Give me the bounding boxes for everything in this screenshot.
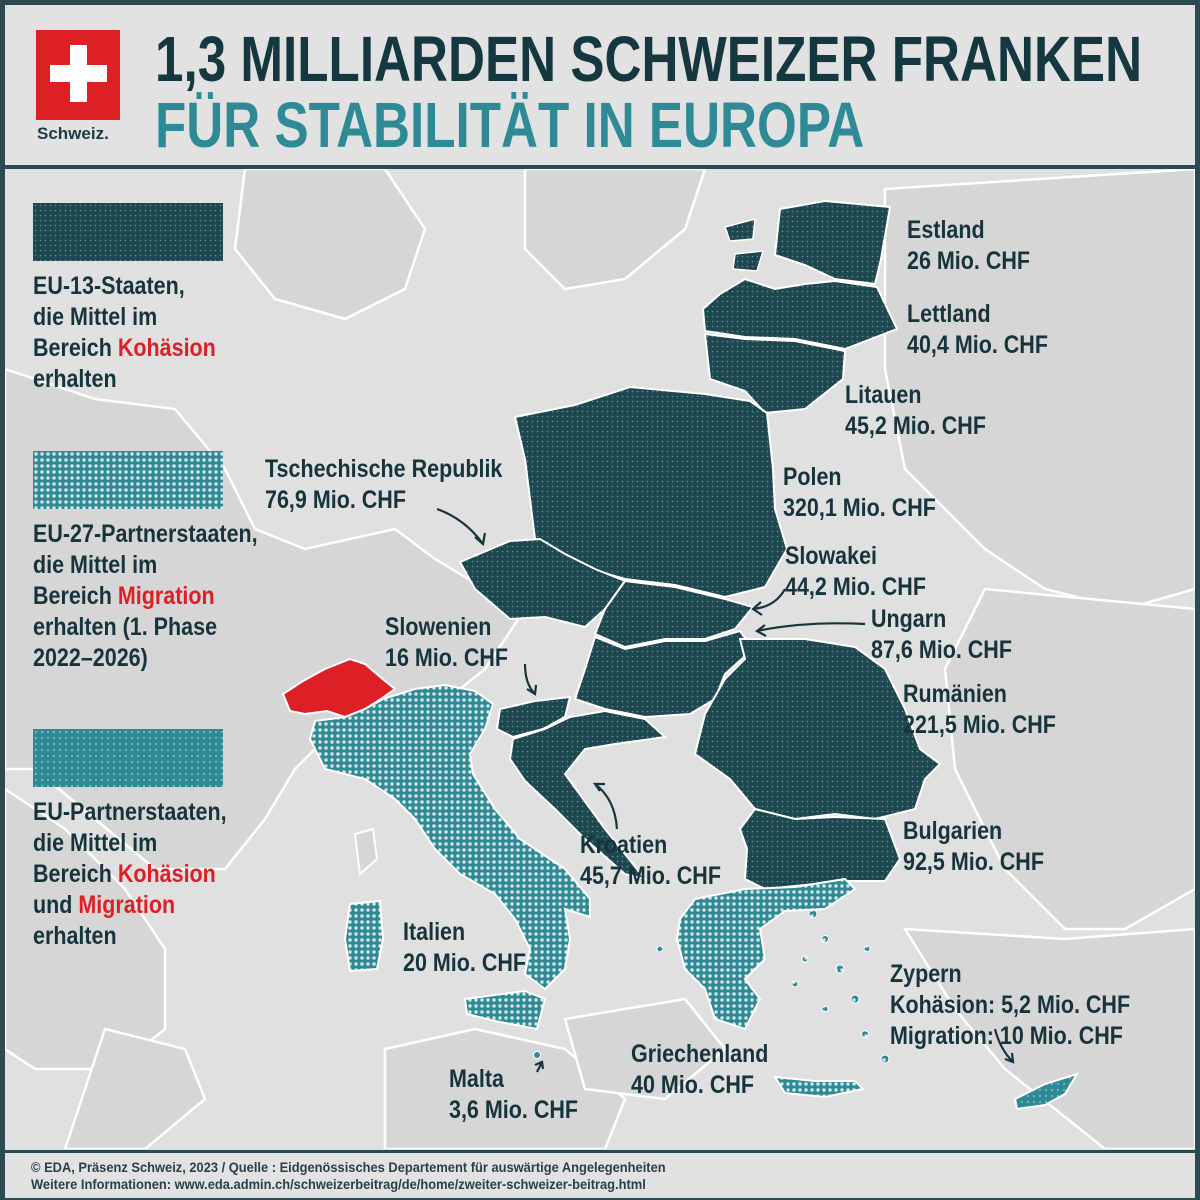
label-arrows — [436, 507, 1015, 1073]
label-malta: Malta 3,6 Mio. CHF — [449, 1065, 579, 1124]
sardinia — [343, 899, 385, 973]
title-line-2: FÜR STABILITÄT IN EUROPA — [155, 89, 865, 161]
logo-text: Schweiz. — [37, 124, 109, 143]
italy — [308, 683, 591, 991]
footer-source: © EDA, Präsenz Schweiz, 2023 / Quelle : … — [31, 1159, 666, 1175]
label-tschechien: Tschechische Republik 76,9 Mio. CHF — [265, 455, 503, 514]
footer-link: Weitere Informationen: www.eda.admin.ch/… — [31, 1176, 646, 1192]
estonia-islands — [724, 217, 765, 272]
greece — [675, 877, 857, 1031]
label-polen: Polen 320,1 Mio. CHF — [783, 463, 936, 522]
malta — [533, 1051, 541, 1059]
label-bulgarien: Bulgarien 92,5 Mio. CHF — [903, 817, 1044, 876]
label-griechenland: Griechenland 40 Mio. CHF — [631, 1040, 769, 1099]
legend-migration-text: EU-27-Partnerstaaten, die Mittel im Bere… — [33, 520, 258, 672]
label-slowenien: Slowenien 16 Mio. CHF — [385, 613, 509, 672]
label-italien: Italien 20 Mio. CHF — [403, 918, 527, 977]
croatia — [508, 709, 668, 881]
title-line-1: 1,3 MILLIARDEN SCHWEIZER FRANKEN — [155, 23, 1143, 95]
map: EU-13-Staaten, die Mittel im Bereich Koh… — [3, 167, 1197, 1151]
slovakia — [593, 579, 755, 649]
legend-swatch-both — [33, 729, 223, 787]
legend-eu13-text: EU-13-Staaten, die Mittel im Bereich Koh… — [33, 272, 216, 393]
label-rumaenien: Rumänien 221,5 Mio. CHF — [903, 680, 1056, 739]
sicily — [463, 989, 547, 1031]
crete — [773, 1075, 866, 1099]
legend-swatch-migration — [33, 451, 223, 509]
footer: © EDA, Präsenz Schweiz, 2023 / Quelle : … — [5, 1150, 1195, 1198]
latvia — [701, 277, 899, 351]
header: Schweiz. 1,3 MILLIARDEN SCHWEIZER FRANKE… — [5, 5, 1195, 169]
corsica — [353, 827, 379, 877]
label-slowakei: Slowakei 44,2 Mio. CHF — [785, 542, 926, 601]
lithuania — [703, 332, 847, 415]
slovenia — [495, 695, 572, 739]
label-zypern: Zypern Kohäsion: 5,2 Mio. CHF Migration: 1… — [890, 960, 1131, 1050]
swiss-logo: Schweiz. — [33, 30, 127, 146]
label-kroatien: Kroatien 45,7 Mio. CHF — [580, 831, 721, 890]
label-lettland: Lettland 40,4 Mio. CHF — [907, 300, 1048, 359]
legend-both-text: EU-Partnerstaaten, die Mittel im Bereich… — [33, 798, 227, 950]
label-estland: Estland 26 Mio. CHF — [907, 216, 1031, 275]
label-litauen: Litauen 45,2 Mio. CHF — [845, 381, 986, 440]
cyprus — [1013, 1072, 1080, 1111]
bulgaria — [738, 807, 902, 891]
legend-swatch-eu13 — [33, 203, 223, 261]
estonia — [773, 199, 892, 286]
label-ungarn: Ungarn 87,6 Mio. CHF — [871, 605, 1012, 664]
greek-islands — [656, 909, 890, 1064]
